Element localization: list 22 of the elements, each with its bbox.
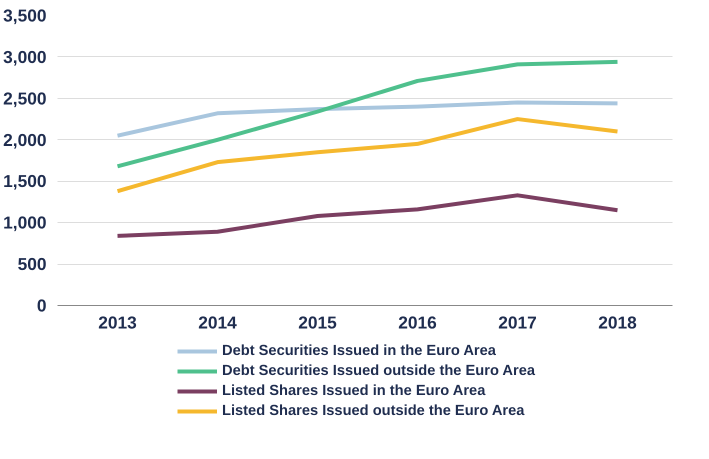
line-series xyxy=(116,193,620,238)
line-series xyxy=(116,117,620,194)
y-tick-label: 1,500 xyxy=(3,171,47,192)
legend-label: Listed Shares Issued in the Euro Area xyxy=(222,383,486,399)
legend-label: Listed Shares Issued outside the Euro Area xyxy=(222,403,524,419)
legend-label: Debt Securities Issued outside the Euro Area xyxy=(222,363,536,379)
x-tick-label: 2013 xyxy=(98,312,138,332)
line-series xyxy=(116,100,620,138)
y-tick-label: 0 xyxy=(36,296,47,316)
x-tick-label: 2016 xyxy=(398,312,438,332)
y-tick-label: 2,000 xyxy=(3,130,47,150)
y-tick-label: 2,500 xyxy=(3,88,47,108)
line-series xyxy=(116,60,620,168)
x-tick-label: 2014 xyxy=(198,312,238,332)
y-tick-label: 3,500 xyxy=(3,6,47,26)
y-tick-label: 1,000 xyxy=(3,212,47,233)
y-tick-label: 3,000 xyxy=(3,46,47,67)
x-tick-label: 2015 xyxy=(298,312,338,332)
legend-label: Debt Securities Issued in the Euro Area xyxy=(222,343,496,359)
x-tick-label: 2017 xyxy=(498,312,537,332)
x-tick-label: 2018 xyxy=(598,312,638,332)
y-tick-label: 500 xyxy=(18,254,47,274)
